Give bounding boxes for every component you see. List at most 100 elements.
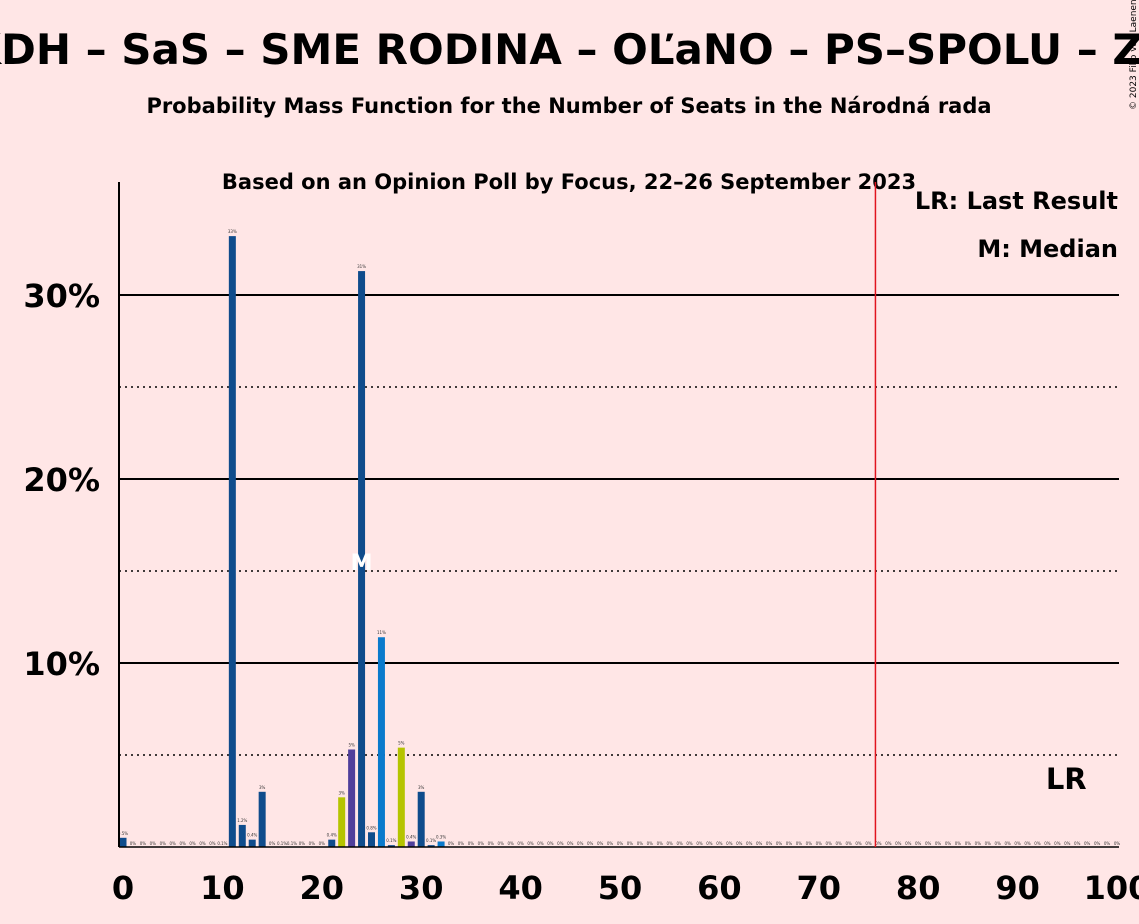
bar-value-label: 0%	[766, 841, 773, 846]
bar-value-label: 0%	[617, 841, 624, 846]
x-tick-label: 10	[200, 869, 245, 907]
x-axis-ticks: 0 10 20 30 40 50 60 70 80 90 100	[112, 869, 1139, 907]
bar	[397, 747, 405, 847]
bar-value-label: 0%	[468, 841, 475, 846]
legend-median: M: Median	[977, 235, 1118, 263]
bar-value-label: 31%	[357, 264, 366, 269]
bar	[338, 797, 346, 847]
x-tick-label: 50	[598, 869, 643, 907]
bar-value-label: 0%	[965, 841, 972, 846]
bar-value-label: 0%	[209, 841, 216, 846]
copyright-notice: © 2023 Filip van Laenen	[1129, 0, 1139, 110]
bar-value-label: 0.3%	[436, 834, 446, 839]
bar-value-label: 0%	[975, 841, 982, 846]
bar-value-label: 0%	[995, 841, 1002, 846]
gridlines	[119, 294, 1119, 756]
bar	[328, 839, 336, 847]
bar-value-label: 0%	[875, 841, 882, 846]
bar-value-label: 0%	[567, 841, 574, 846]
bar-value-label: 0%	[865, 841, 872, 846]
bar-value-label: 0%	[1074, 841, 1081, 846]
bar-value-label: 0%	[915, 841, 922, 846]
bar-value-label: 0%	[686, 841, 693, 846]
bar-value-label: 0%	[676, 841, 683, 846]
bar-value-label: 0%	[855, 841, 862, 846]
bar	[119, 837, 127, 847]
bar	[368, 832, 375, 847]
bar	[417, 791, 425, 847]
bar	[358, 271, 366, 848]
x-tick-label: 90	[995, 869, 1040, 907]
bar-value-label: 0%	[746, 841, 753, 846]
bar-value-label: 0%	[557, 841, 564, 846]
bar-value-label: 0%	[925, 841, 932, 846]
bar-value-label: 0%	[488, 841, 495, 846]
bar-value-label: 0%	[577, 841, 584, 846]
bar-value-label: 33%	[228, 229, 237, 234]
bar-value-label: 0%	[130, 841, 137, 846]
bar-value-label: 0.1%	[277, 841, 287, 846]
bar-value-label: 0.1%	[217, 841, 227, 846]
bar-value-label: 0%	[985, 841, 992, 846]
bar-value-label: 0%	[845, 841, 852, 846]
bar-value-label: 0%	[667, 841, 674, 846]
bar-value-label: 0%	[478, 841, 485, 846]
y-tick-label: 30%	[23, 277, 100, 315]
bar-value-label: 0%	[537, 841, 544, 846]
bar-value-label: 0%	[517, 841, 524, 846]
bar-value-label: 0%	[1034, 841, 1041, 846]
bar-value-label: 11%	[377, 630, 386, 635]
bar-value-label: 0%	[826, 841, 833, 846]
x-tick-label: 100	[1084, 869, 1139, 907]
bar-value-label: 0.4%	[247, 833, 257, 838]
bar-value-label: 0%	[498, 841, 505, 846]
bar	[407, 841, 415, 847]
bar-value-label: 0.4%	[406, 834, 416, 839]
bar-value-label: 0%	[1014, 841, 1021, 846]
bar-value-label: 0%	[299, 841, 306, 846]
bar-value-label: 0%	[895, 841, 902, 846]
bar-value-label: 0%	[150, 841, 157, 846]
bar-value-label: 0.4%	[327, 833, 337, 838]
bar-value-label: 0%	[507, 841, 514, 846]
bar-value-label: 0%	[527, 841, 534, 846]
bar-value-label: 0%	[269, 841, 276, 846]
bar-value-label: 0%	[806, 841, 813, 846]
bar-value-label: 0%	[647, 841, 654, 846]
bar-value-label: 0%	[935, 841, 942, 846]
legend-last-result: LR: Last Result	[915, 187, 1118, 215]
bar-value-label: 0%	[1114, 841, 1121, 846]
bar	[427, 845, 435, 847]
bar	[228, 236, 236, 847]
bar-value-label: 0%	[627, 841, 634, 846]
bar-value-label: 0%	[885, 841, 892, 846]
bar-value-label: 0%	[319, 841, 326, 846]
bar-value-label: 0%	[1004, 841, 1011, 846]
x-tick-label: 80	[896, 869, 941, 907]
median-marker: M	[351, 551, 373, 576]
chart-subtitle-2: Based on an Opinion Poll by Focus, 22–26…	[222, 170, 916, 194]
x-tick-label: 40	[498, 869, 543, 907]
bar-value-label: 5%	[398, 741, 405, 746]
y-tick-label: 10%	[23, 645, 100, 683]
bar-value-label: 0%	[448, 841, 455, 846]
bar-value-label: 0%	[309, 841, 316, 846]
bar	[238, 824, 246, 847]
y-tick-label: 20%	[23, 461, 100, 499]
bar-value-label: 0%	[945, 841, 952, 846]
bar-value-label: 0.8%	[366, 825, 376, 830]
chart-subtitle-1: Probability Mass Function for the Number…	[146, 94, 991, 118]
x-tick-label: 70	[797, 869, 842, 907]
bar-value-label: 0.1%	[287, 841, 297, 846]
bar-value-label: 0%	[1024, 841, 1031, 846]
bar-value-label: 0%	[140, 841, 147, 846]
bar-value-label: 0%	[1064, 841, 1071, 846]
bar-value-label: 0%	[716, 841, 723, 846]
bar-value-label: 0%	[816, 841, 823, 846]
bar-value-label: 0%	[736, 841, 743, 846]
bar-value-label: 0%	[607, 841, 614, 846]
bar-value-label: 0%	[458, 841, 465, 846]
bar-value-label: 0%	[696, 841, 703, 846]
bar-value-label: 0.1%	[426, 838, 436, 843]
bars	[119, 236, 445, 848]
